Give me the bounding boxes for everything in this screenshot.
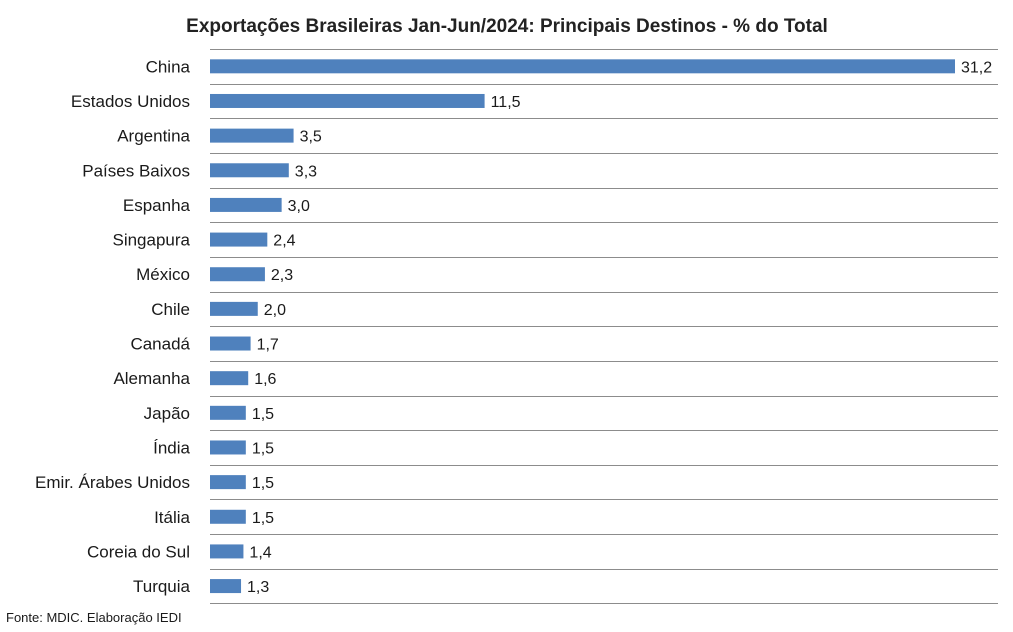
- category-label: Turquia: [133, 577, 191, 596]
- category-label: Coreia do Sul: [87, 542, 190, 561]
- bar-4: [210, 197, 282, 212]
- bar-1: [210, 93, 485, 108]
- category-label: Argentina: [117, 127, 190, 146]
- value-label: 1,5: [252, 406, 274, 423]
- category-label: Índia: [153, 438, 190, 457]
- category-labels: China Estados Unidos Argentina Países Baixo…: [35, 57, 190, 596]
- bar-13: [210, 509, 246, 524]
- value-label: 2,3: [271, 267, 293, 284]
- value-label: 3,0: [288, 198, 310, 215]
- bar-2: [210, 128, 294, 143]
- category-label: Chile: [151, 300, 190, 319]
- bar-8: [210, 336, 251, 351]
- value-label: 31,2: [961, 59, 992, 76]
- value-label: 1,6: [254, 371, 276, 388]
- bar-6: [210, 267, 265, 282]
- category-label: Itália: [154, 508, 190, 527]
- category-label: China: [146, 57, 191, 76]
- category-label: Canadá: [130, 335, 190, 354]
- gridlines: [210, 49, 998, 604]
- value-label: 1,3: [247, 579, 269, 596]
- bar-0: [210, 59, 955, 74]
- category-label: Emir. Árabes Unidos: [35, 473, 190, 492]
- bar-12: [210, 475, 246, 490]
- category-label: Alemanha: [113, 369, 190, 388]
- bar-7: [210, 301, 258, 316]
- bar-11: [210, 440, 246, 455]
- bar-10: [210, 405, 246, 420]
- value-label: 1,5: [252, 510, 274, 527]
- value-label: 2,4: [273, 233, 295, 250]
- value-label: 3,5: [300, 129, 322, 146]
- value-label: 1,5: [252, 475, 274, 492]
- bar-3: [210, 163, 289, 178]
- bar-5: [210, 232, 268, 247]
- value-label: 11,5: [491, 94, 521, 111]
- value-label: 3,3: [295, 163, 317, 180]
- value-labels: 31,2 11,5 3,5 3,3 3,0 2,4 2,3 2,0 1,7 1,6 1,5 1,5 1,…: [247, 59, 992, 596]
- bar-15: [210, 579, 242, 594]
- category-label: Países Baixos: [82, 161, 190, 180]
- category-label: Singapura: [112, 231, 190, 250]
- value-label: 1,7: [257, 337, 279, 354]
- bars: [210, 59, 955, 594]
- value-label: 1,4: [249, 544, 271, 561]
- value-label: 1,5: [252, 440, 274, 457]
- category-label: Estados Unidos: [71, 92, 190, 111]
- bar-14: [210, 544, 244, 559]
- category-label: Espanha: [123, 196, 191, 215]
- value-label: 2,0: [264, 302, 286, 319]
- category-label: México: [136, 265, 190, 284]
- chart-title: Exportações Brasileiras Jan-Jun/2024: Pr…: [186, 16, 828, 37]
- category-label: Japão: [144, 404, 190, 423]
- source-note: Fonte: MDIC. Elaboração IEDI: [6, 610, 182, 625]
- bar-9: [210, 371, 249, 386]
